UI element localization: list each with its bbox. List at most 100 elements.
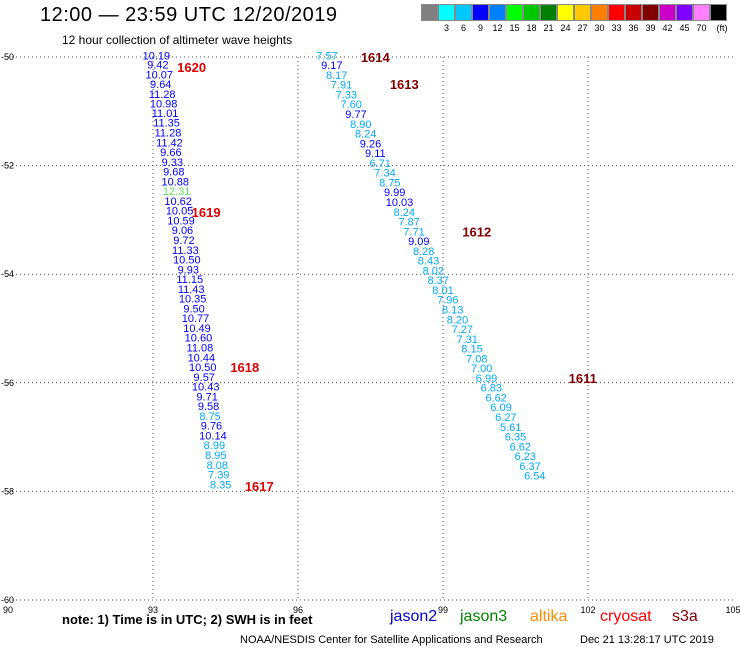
- footer-note: note: 1) Time is in UTC; 2) SWH is in fe…: [62, 612, 313, 627]
- pass-number-label: 1612: [462, 224, 491, 239]
- data-point-label: 8.17: [326, 70, 347, 82]
- mission-cryosat: cryosat: [600, 608, 652, 625]
- colorbar-unit: (ft): [716, 23, 728, 33]
- y-tick-label: -60: [1, 595, 14, 605]
- footer-timestamp: Dec 21 13:28:17 UTC 2019: [580, 634, 714, 646]
- data-point-label: 8.90: [350, 119, 371, 131]
- data-point-label: 11.43: [178, 284, 205, 296]
- data-point-label: 11.01: [152, 108, 179, 120]
- data-point-label: 8.28: [413, 246, 434, 258]
- data-point-label: 10.14: [199, 430, 227, 442]
- data-point-label: 8.75: [199, 411, 220, 423]
- data-point-label: 10.98: [150, 99, 178, 111]
- colorbar-swatch: [710, 4, 727, 21]
- data-point-label: 6.71: [369, 158, 390, 170]
- data-point-label: 10.19: [143, 50, 171, 62]
- colorbar-tick-label: 39: [645, 23, 656, 33]
- colorbar-tick-label: 27: [577, 23, 588, 33]
- data-point-label: 5.61: [500, 422, 521, 434]
- data-point-label: 7.34: [374, 168, 395, 180]
- y-tick-label: -52: [1, 161, 14, 171]
- data-point-label: 10.43: [192, 382, 220, 394]
- mission-s3a: s3a: [672, 608, 698, 625]
- mission-jason3: jason3: [460, 608, 508, 625]
- x-tick-label: 96: [293, 605, 303, 615]
- data-point-label: 10.49: [183, 323, 211, 335]
- data-point-label: 10.59: [167, 215, 195, 227]
- data-point-label: 9.42: [147, 60, 168, 72]
- data-point-label: 8.01: [432, 285, 453, 297]
- data-point-label: 11.33: [172, 245, 199, 257]
- pass-number-label: 1619: [192, 205, 221, 220]
- data-point-label: 9.93: [178, 264, 199, 276]
- data-point-label: 6.62: [485, 392, 506, 404]
- colorbar-swatch: [455, 4, 472, 21]
- x-tick-label: 93: [148, 605, 158, 615]
- pass-number-label: 1614: [361, 50, 391, 65]
- data-point-label: 11.35: [153, 118, 180, 130]
- colorbar-swatch: [574, 4, 591, 21]
- data-point-label: 11.15: [176, 274, 203, 286]
- colorbar-swatch: [421, 4, 438, 21]
- data-point-label: 10.07: [146, 69, 174, 81]
- data-point-label: 7.91: [331, 80, 352, 92]
- data-point-label: 9.71: [196, 391, 217, 403]
- colorbar-tick-label: 3: [443, 23, 449, 33]
- data-point-label: 10.77: [182, 313, 210, 325]
- y-tick-label: -54: [1, 269, 14, 279]
- data-point-label: 10.44: [188, 352, 216, 364]
- data-point-label: 8.24: [394, 207, 415, 219]
- data-point-label: 9.76: [201, 421, 222, 433]
- pass-number-label: 1617: [245, 479, 274, 494]
- y-tick-label: -56: [1, 378, 14, 388]
- data-point-label: 9.72: [173, 235, 194, 247]
- mission-jason2: jason2: [390, 608, 438, 625]
- data-point-label: 9.99: [384, 187, 405, 199]
- colorbar-tick-label: 33: [611, 23, 622, 33]
- data-point-label: 8.08: [207, 460, 228, 472]
- colorbar-tick-label: 36: [628, 23, 639, 33]
- colorbar-swatch: [676, 4, 693, 21]
- colorbar-swatch: [489, 4, 506, 21]
- colorbar-swatch: [438, 4, 455, 21]
- data-point-label: 10.62: [164, 196, 192, 208]
- colorbar-legend: 3 6 9 12 15 18 21 24 27 30 33 36 39 42 45 70 (ft): [421, 4, 731, 34]
- data-point-label: 7.27: [452, 324, 473, 336]
- data-point-label: 10.88: [161, 176, 189, 188]
- colorbar-swatch: [557, 4, 574, 21]
- data-point-label: 7.31: [456, 334, 477, 346]
- colorbar-tick-label: 45: [679, 23, 690, 33]
- colorbar-swatch: [591, 4, 608, 21]
- data-point-label: 6.23: [514, 451, 535, 463]
- data-point-label: 7.60: [340, 99, 361, 111]
- data-point-label: 8.20: [447, 314, 468, 326]
- colorbar-swatch: [659, 4, 676, 21]
- data-point-label: 10.60: [185, 333, 213, 345]
- data-point-label: 7.87: [398, 217, 419, 229]
- data-point-label: 9.66: [160, 147, 181, 159]
- data-point-label: 7.33: [336, 89, 357, 101]
- y-tick-label: -58: [1, 486, 14, 496]
- data-point-label: 8.95: [205, 450, 226, 462]
- data-point-label: 10.03: [386, 197, 414, 209]
- x-tick-label: 90: [3, 605, 13, 615]
- data-point-label: 8.02: [423, 265, 444, 277]
- data-point-label: 8.37: [427, 275, 448, 287]
- pass-number-label: 1611: [569, 371, 597, 386]
- data-point-label: 6.54: [524, 471, 545, 483]
- data-point-label: 9.57: [194, 372, 215, 384]
- colorbar-tick-label: 15: [509, 23, 520, 33]
- data-point-label: 6.99: [476, 373, 497, 385]
- data-point-label: 11.42: [156, 137, 183, 149]
- colorbar-swatch: [472, 4, 489, 21]
- data-point-label: 8.15: [461, 344, 482, 356]
- data-point-label: 7.71: [403, 226, 424, 238]
- colorbar-tick-label: 18: [526, 23, 537, 33]
- colorbar-tick-label: 9: [477, 23, 483, 33]
- colorbar-tick-label: 70: [696, 23, 707, 33]
- data-point-label: 10.05: [166, 206, 194, 218]
- data-point-label: 6.09: [490, 402, 511, 414]
- colorbar-tick-label: 30: [594, 23, 605, 33]
- data-point-label: 12.31: [163, 186, 191, 198]
- pass-number-label: 1618: [230, 360, 259, 375]
